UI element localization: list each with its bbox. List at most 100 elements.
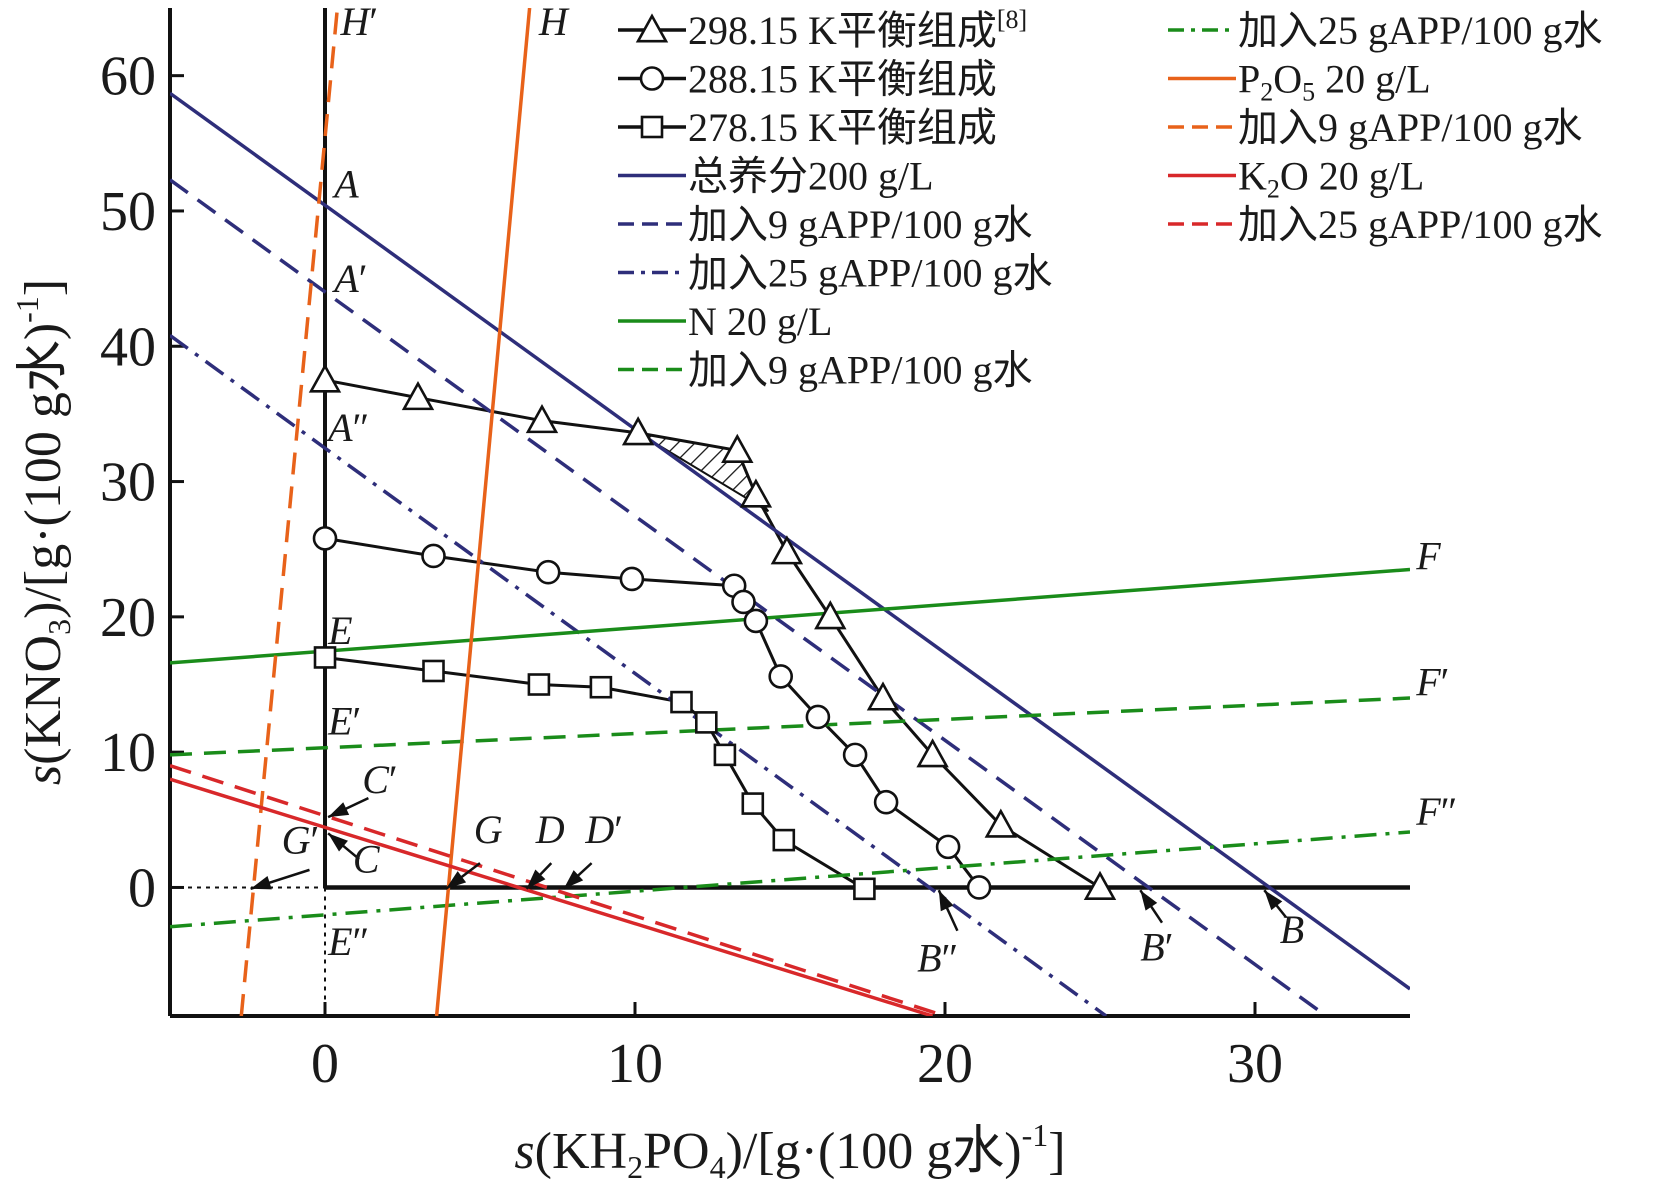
data-point-circle <box>935 834 961 860</box>
point-label: B′ <box>1140 925 1173 970</box>
data-point-circle <box>421 543 446 569</box>
annotation-arrow-head <box>1140 890 1158 911</box>
data-point-circle <box>805 704 831 730</box>
legend-label: N 20 g/L <box>688 299 832 344</box>
y-tick-label: 10 <box>100 722 156 784</box>
series-line-9 <box>434 8 532 1016</box>
data-point-circle <box>312 526 338 551</box>
legend-marker <box>635 13 669 43</box>
data-point-square <box>772 828 796 852</box>
legend-label: 288.15 K平衡组成 <box>688 57 997 102</box>
point-label: E″ <box>327 919 369 964</box>
x-tick-label: 0 <box>311 1033 339 1095</box>
series-line-8 <box>170 830 1410 929</box>
data-point-circle <box>731 589 756 615</box>
point-label: E <box>327 608 352 653</box>
legend-label: K2O 20 g/L <box>1238 154 1424 204</box>
point-label: B <box>1280 907 1304 952</box>
x-tick-label: 20 <box>917 1033 973 1095</box>
legend-label: 298.15 K平衡组成[8] <box>688 5 1027 53</box>
series-line-7 <box>170 696 1410 757</box>
data-point-circle <box>873 789 899 815</box>
series-line-1 <box>324 536 981 889</box>
point-label: G′ <box>282 818 320 863</box>
data-point-triangle <box>984 808 1018 838</box>
point-label: A′ <box>331 256 367 301</box>
data-point-triangle <box>721 433 754 463</box>
data-point-triangle <box>1083 870 1117 900</box>
point-label: D′ <box>584 807 623 852</box>
series-line-10 <box>239 8 340 1016</box>
series-line-2 <box>324 655 866 891</box>
axes-frame: 0 10 20 30 0 10 20 30 40 50 60 s(KH2PO4)/[g·(100 g水… <box>9 8 1410 1181</box>
point-label: A″ <box>325 405 369 450</box>
point-label: B″ <box>917 935 958 980</box>
series-line-11 <box>170 777 934 1016</box>
x-axis-label: s(KH2PO4)/[g·(100 g水)-1] <box>514 1117 1065 1181</box>
annotation-arrow-head <box>563 870 584 889</box>
point-label: C <box>353 837 381 882</box>
point-label: F′ <box>1415 659 1449 704</box>
data-point-square <box>853 877 876 901</box>
data-point-circle <box>535 559 561 585</box>
data-point-triangle <box>401 380 435 411</box>
data-point-square <box>670 690 693 714</box>
y-tick-label: 20 <box>100 587 156 649</box>
data-point-square <box>741 792 765 815</box>
point-label: A <box>331 161 359 206</box>
legend-label: 加入25 gAPP/100 g水 <box>688 251 1053 296</box>
data-point-circle <box>619 566 645 592</box>
data-point-triangle <box>770 535 804 565</box>
annotation-arrow-head <box>328 802 350 818</box>
series-line-6 <box>170 567 1410 665</box>
point-label: H′ <box>340 0 379 44</box>
data-point-circle <box>966 875 992 900</box>
point-label: H <box>538 0 570 44</box>
legend-label: 加入25 gAPP/100 g水 <box>1238 202 1603 247</box>
data-point-square <box>313 646 337 669</box>
legend-label: 加入9 gAPP/100 g水 <box>1238 105 1583 150</box>
legend-label: 加入9 gAPP/100 g水 <box>688 202 1033 247</box>
point-label: F <box>1415 534 1441 579</box>
legend-marker <box>639 66 665 91</box>
point-label: D <box>535 807 565 852</box>
annotation-arrow-head <box>1264 890 1283 911</box>
y-tick-label: 40 <box>100 316 156 378</box>
x-tick-label: 30 <box>1227 1033 1283 1095</box>
y-axis-label: s(KNO3)/[g·(100 g水)-1] <box>9 279 77 785</box>
point-label: E′ <box>327 699 361 744</box>
data-point-square <box>527 673 551 696</box>
data-point-triangle <box>621 416 655 446</box>
point-label: F″ <box>1415 789 1457 834</box>
data-point-triangle <box>916 738 949 768</box>
data-point-square <box>694 711 718 734</box>
data-point-circle <box>768 664 794 689</box>
x-tick-label: 10 <box>607 1033 663 1095</box>
data-point-square <box>589 675 613 699</box>
annotation-arrow-head <box>328 833 348 852</box>
y-tick-label: 50 <box>100 181 156 243</box>
point-label: C′ <box>362 757 397 802</box>
series-line-5 <box>170 334 1108 1016</box>
y-tick-label: 0 <box>128 857 156 919</box>
data-point-circle <box>743 608 769 634</box>
annotation-arrow-head <box>250 876 272 890</box>
legend-label: 加入9 gAPP/100 g水 <box>688 348 1033 393</box>
series-line-12 <box>170 764 946 1016</box>
annotation-arrow-head <box>938 890 954 912</box>
markers-group <box>308 363 1117 901</box>
annotation-arrow-head <box>526 869 546 889</box>
data-point-triangle <box>814 600 847 630</box>
data-point-triangle <box>739 478 773 508</box>
point-label: G <box>474 807 503 852</box>
data-point-circle <box>842 742 868 768</box>
legend-marker <box>640 115 664 139</box>
annotations-group: H′ H A A′ A″ E E′ E″ C′ C G′ G D D′ F F′ F″ B″ B′ B <box>250 0 1457 980</box>
annotation-arrow-head <box>445 871 467 889</box>
legend-label: P2O5 20 g/L <box>1238 57 1431 107</box>
data-point-square <box>422 659 445 683</box>
data-point-square <box>713 743 737 767</box>
data-point-triangle <box>308 363 342 393</box>
